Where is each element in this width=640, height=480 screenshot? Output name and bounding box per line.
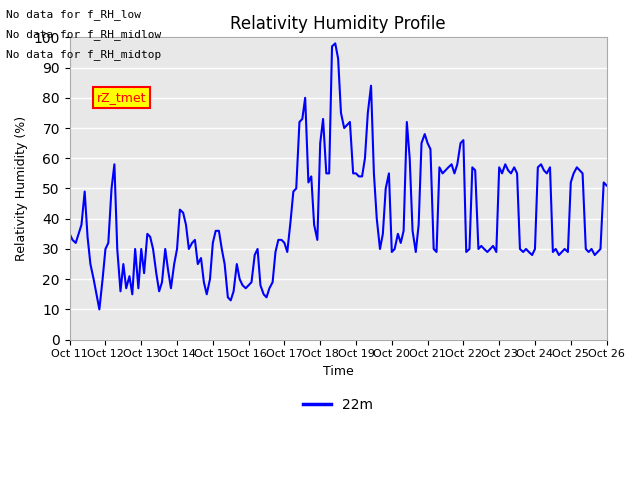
Text: No data for f_RH_low: No data for f_RH_low [6, 9, 141, 20]
Text: No data for f_RH_midtop: No data for f_RH_midtop [6, 49, 162, 60]
X-axis label: Time: Time [323, 365, 353, 378]
Text: No data for f_RH_midlow: No data for f_RH_midlow [6, 29, 162, 40]
Title: Relativity Humidity Profile: Relativity Humidity Profile [230, 15, 446, 33]
Text: rZ_tmet: rZ_tmet [97, 91, 146, 104]
Y-axis label: Relativity Humidity (%): Relativity Humidity (%) [15, 116, 28, 261]
Legend: 22m: 22m [298, 392, 379, 418]
